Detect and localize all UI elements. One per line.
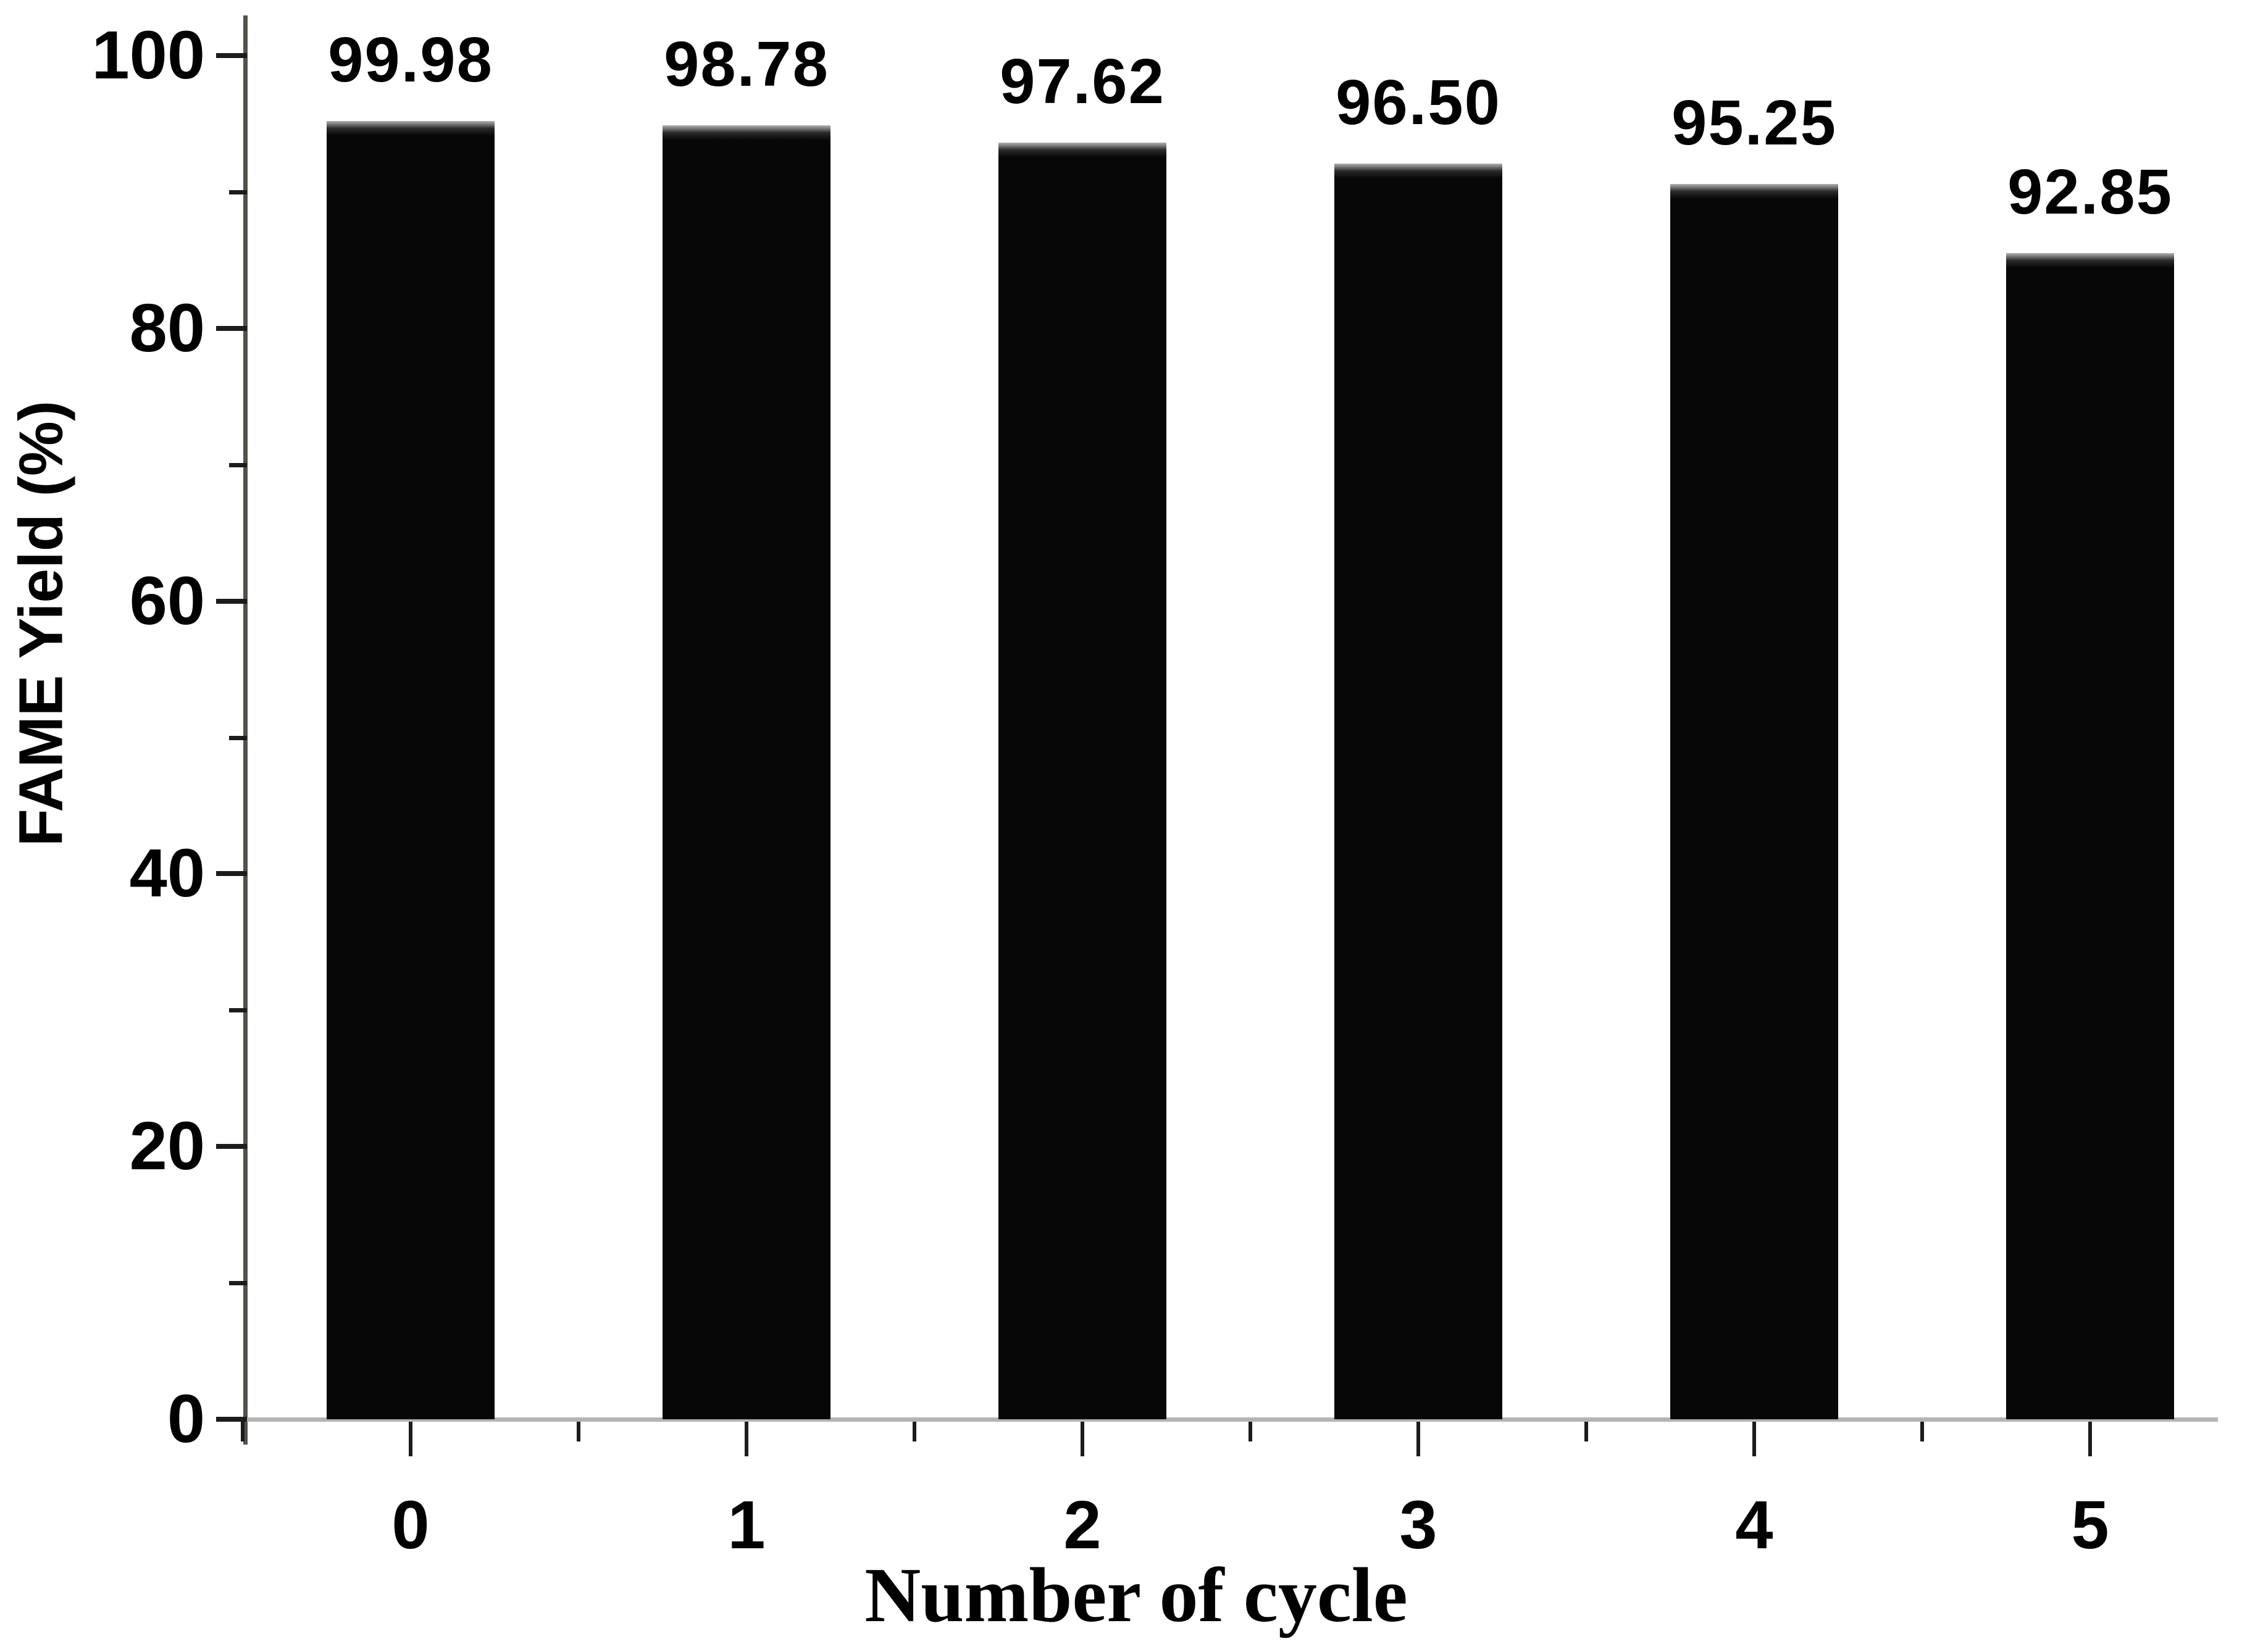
y-axis-major-tick [216,599,247,604]
x-axis-minor-tick [1584,1422,1588,1441]
x-axis-major-tick [1081,1422,1084,1456]
y-axis-tick-label: 100 [91,17,205,93]
x-axis-line [243,1417,2218,1422]
bar-value-label: 97.62 [1000,46,1165,117]
bar-value-label: 92.85 [2007,156,2173,227]
y-axis-major-tick [216,326,247,331]
bar-value-label: 96.50 [1336,67,1501,138]
x-axis-tick-label: 3 [1399,1487,1437,1563]
x-axis-minor-tick [241,1422,245,1441]
y-axis-major-tick [216,1144,247,1149]
bar [998,143,1166,1419]
y-axis-tick-label: 80 [129,290,205,366]
y-axis-minor-tick [229,736,247,740]
y-axis-tick-label: 60 [129,563,205,639]
x-axis-minor-tick [1249,1422,1252,1441]
x-axis-minor-tick [913,1422,916,1441]
bar [1334,164,1502,1419]
y-axis-line [243,15,248,1445]
y-axis-minor-tick [229,463,247,467]
y-axis-tick-label: 0 [167,1381,205,1457]
y-axis-major-tick [216,871,247,876]
bar [327,121,495,1419]
bar [1670,184,1838,1419]
x-axis-major-tick [1752,1422,1756,1456]
y-axis-tick-label: 40 [129,835,205,911]
x-axis-tick-label: 1 [727,1487,766,1563]
x-axis-minor-tick [1920,1422,1924,1441]
y-axis-title: FAME Yield (%) [6,400,76,847]
x-axis-major-tick [409,1422,412,1456]
x-axis-tick-label: 5 [2071,1487,2109,1563]
x-axis-tick-label: 2 [1063,1487,1102,1563]
x-axis-major-tick [2088,1422,2092,1456]
x-axis-title: Number of cycle [864,1553,1408,1638]
bar [2006,253,2174,1419]
bar-value-label: 99.98 [328,24,493,95]
y-axis-tick-label: 20 [129,1108,205,1184]
bar [663,125,830,1419]
bar-value-label: 95.25 [1671,87,1837,158]
x-axis-tick-label: 4 [1735,1487,1773,1563]
y-axis-minor-tick [229,190,247,194]
y-axis-minor-tick [229,1008,247,1012]
x-axis-minor-tick [577,1422,580,1441]
y-axis-major-tick [216,1417,247,1422]
x-axis-major-tick [745,1422,748,1456]
x-axis-tick-label: 0 [391,1487,430,1563]
y-axis-major-tick [216,53,247,58]
bar-value-label: 98.78 [664,28,829,99]
x-axis-major-tick [1416,1422,1420,1456]
y-axis-minor-tick [229,1281,247,1285]
